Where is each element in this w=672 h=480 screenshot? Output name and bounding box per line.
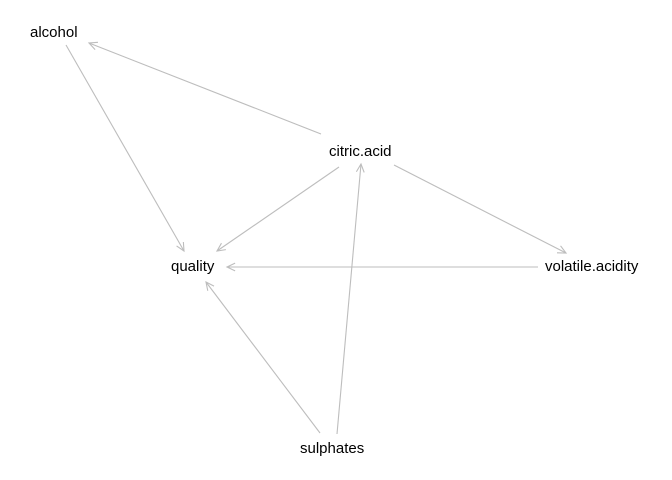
edge-alcohol-to-quality [66,45,184,251]
node-alcohol: alcohol [30,25,78,40]
node-quality: quality [171,259,214,274]
edge-sulphates-to-citric-acid [337,164,361,434]
edge-citric-acid-to-alcohol [89,43,321,134]
node-volatile-acidity: volatile.acidity [545,259,638,274]
edge-layer [66,42,566,434]
edge-citric-acid-to-quality [217,167,339,251]
edge-sulphates-to-quality [206,282,320,433]
arrowhead-alcohol-to-quality [177,242,184,251]
node-citric-acid: citric.acid [329,144,392,159]
node-sulphates: sulphates [300,441,364,456]
edge-citric-acid-to-volatile-acidity [394,165,566,253]
